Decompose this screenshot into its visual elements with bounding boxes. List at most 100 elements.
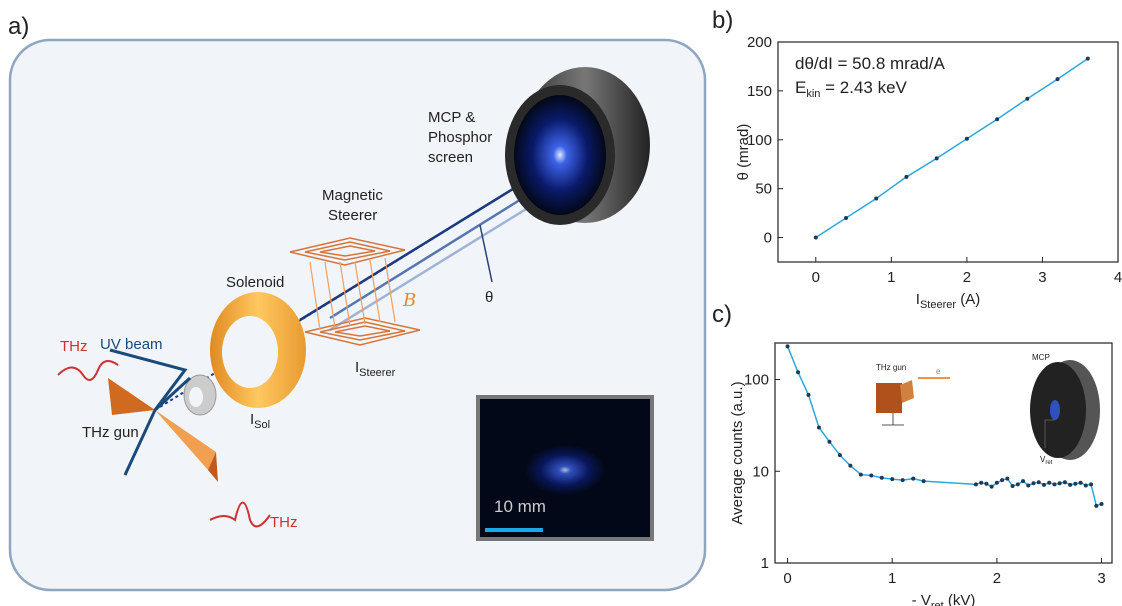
data-point: [1021, 479, 1025, 483]
data-point: [935, 156, 939, 160]
data-point: [838, 453, 842, 457]
inset-label: Vret: [1040, 455, 1053, 466]
data-point: [827, 440, 831, 444]
y-tick-label: 0: [764, 230, 772, 247]
x-tick-label: 2: [963, 269, 971, 286]
data-point: [1052, 482, 1056, 486]
x-axis-label: ISteerer (A): [916, 291, 980, 311]
data-point: [1079, 481, 1083, 485]
y-tick-label: 100: [744, 372, 769, 389]
data-point: [1037, 480, 1041, 484]
annotation: E: [795, 78, 806, 97]
panel-label: b): [712, 7, 733, 34]
data-point: [911, 477, 915, 481]
label: Solenoid: [226, 274, 284, 291]
label: MCP &: [428, 109, 475, 126]
x-tick-label: 4: [1114, 269, 1122, 286]
label: Steerer: [328, 207, 377, 224]
data-point: [922, 479, 926, 483]
data-point: [1047, 481, 1051, 485]
data-point: [979, 481, 983, 485]
data-point: [1086, 57, 1090, 61]
data-point: [1000, 478, 1004, 482]
data-point: [806, 393, 810, 397]
x-tick-label: 1: [888, 570, 896, 587]
data-point: [965, 137, 969, 141]
data-point: [1011, 484, 1015, 488]
data-point: [901, 478, 905, 482]
inset-label: THz gun: [876, 363, 906, 372]
data-point: [1068, 483, 1072, 487]
y-tick-label: 50: [755, 181, 772, 198]
y-axis-label: Average counts (a.u.): [729, 381, 746, 524]
data-point: [990, 485, 994, 489]
label: THz gun: [82, 424, 139, 441]
x-axis-label: - V: [912, 592, 931, 606]
annotation: dθ/dI = 50.8 mrad/A: [795, 54, 945, 73]
data-point: [869, 473, 873, 477]
label: Phosphor: [428, 129, 492, 146]
label: θ: [485, 289, 493, 306]
data-point: [1025, 97, 1029, 101]
data-point: [786, 344, 790, 348]
x-tick-label: 3: [1097, 570, 1105, 587]
data-point: [890, 477, 894, 481]
x-axis-label: ret: [931, 600, 944, 606]
data-point: [995, 481, 999, 485]
x-tick-label: 2: [993, 570, 1001, 587]
data-point: [1058, 481, 1062, 485]
inset-label: MCP: [1032, 353, 1050, 362]
label: screen: [428, 149, 473, 166]
data-point: [1042, 483, 1046, 487]
data-point: [984, 482, 988, 486]
inset-label: ret: [1045, 460, 1052, 466]
data-point: [814, 236, 818, 240]
data-point: [874, 196, 878, 200]
annotation: dθ/dI = 50.8 mrad/A: [795, 54, 945, 73]
inset-image: [476, 395, 654, 541]
y-tick-label: 1: [761, 555, 769, 572]
annotation: Ekin = 2.43 keV: [795, 78, 908, 100]
label: Steerer: [359, 367, 395, 379]
y-tick-label: 150: [747, 83, 772, 100]
annotation: kin: [806, 88, 820, 100]
data-point: [817, 425, 821, 429]
label: 10 mm: [494, 497, 546, 516]
annotation: = 2.43 keV: [820, 78, 907, 97]
data-point: [1026, 483, 1030, 487]
label: B: [402, 290, 416, 311]
data-point: [844, 216, 848, 220]
panel-label: a): [8, 13, 29, 40]
data-point: [1094, 504, 1098, 508]
diagram: MCP & Phosphor screen Magnetic Steerer S…: [10, 40, 705, 590]
label: UV beam: [100, 336, 163, 353]
data-point: [1073, 482, 1077, 486]
x-tick-label: 1: [887, 269, 895, 286]
data-point: [1005, 477, 1009, 481]
data-point: [904, 175, 908, 179]
data-point: [1016, 482, 1020, 486]
label: THz: [270, 514, 298, 531]
data-point: [974, 482, 978, 486]
x-tick-label: 0: [783, 570, 791, 587]
y-axis-label: θ (mrad): [735, 124, 752, 181]
data-point: [1063, 480, 1067, 484]
panel-label: c): [712, 301, 732, 328]
data-point: [1032, 481, 1036, 485]
label: Magnetic: [322, 187, 383, 204]
x-tick-label: 0: [812, 269, 820, 286]
x-axis-label: (kV): [944, 592, 976, 606]
data-point: [1084, 483, 1088, 487]
x-axis-label: Steerer: [920, 299, 956, 311]
y-tick-label: 10: [752, 463, 769, 480]
data-point: [1089, 482, 1093, 486]
label: THz: [60, 338, 88, 355]
y-tick-label: 200: [747, 34, 772, 51]
data-point: [1100, 502, 1104, 506]
x-axis-label: (A): [956, 291, 980, 308]
figure: a) b) c) MCP & Phosphor screen Magnetic …: [0, 0, 1122, 606]
data-point: [859, 473, 863, 477]
label: Sol: [254, 419, 270, 431]
x-axis-label: - Vret (kV): [912, 592, 976, 606]
x-tick-label: 3: [1038, 269, 1046, 286]
